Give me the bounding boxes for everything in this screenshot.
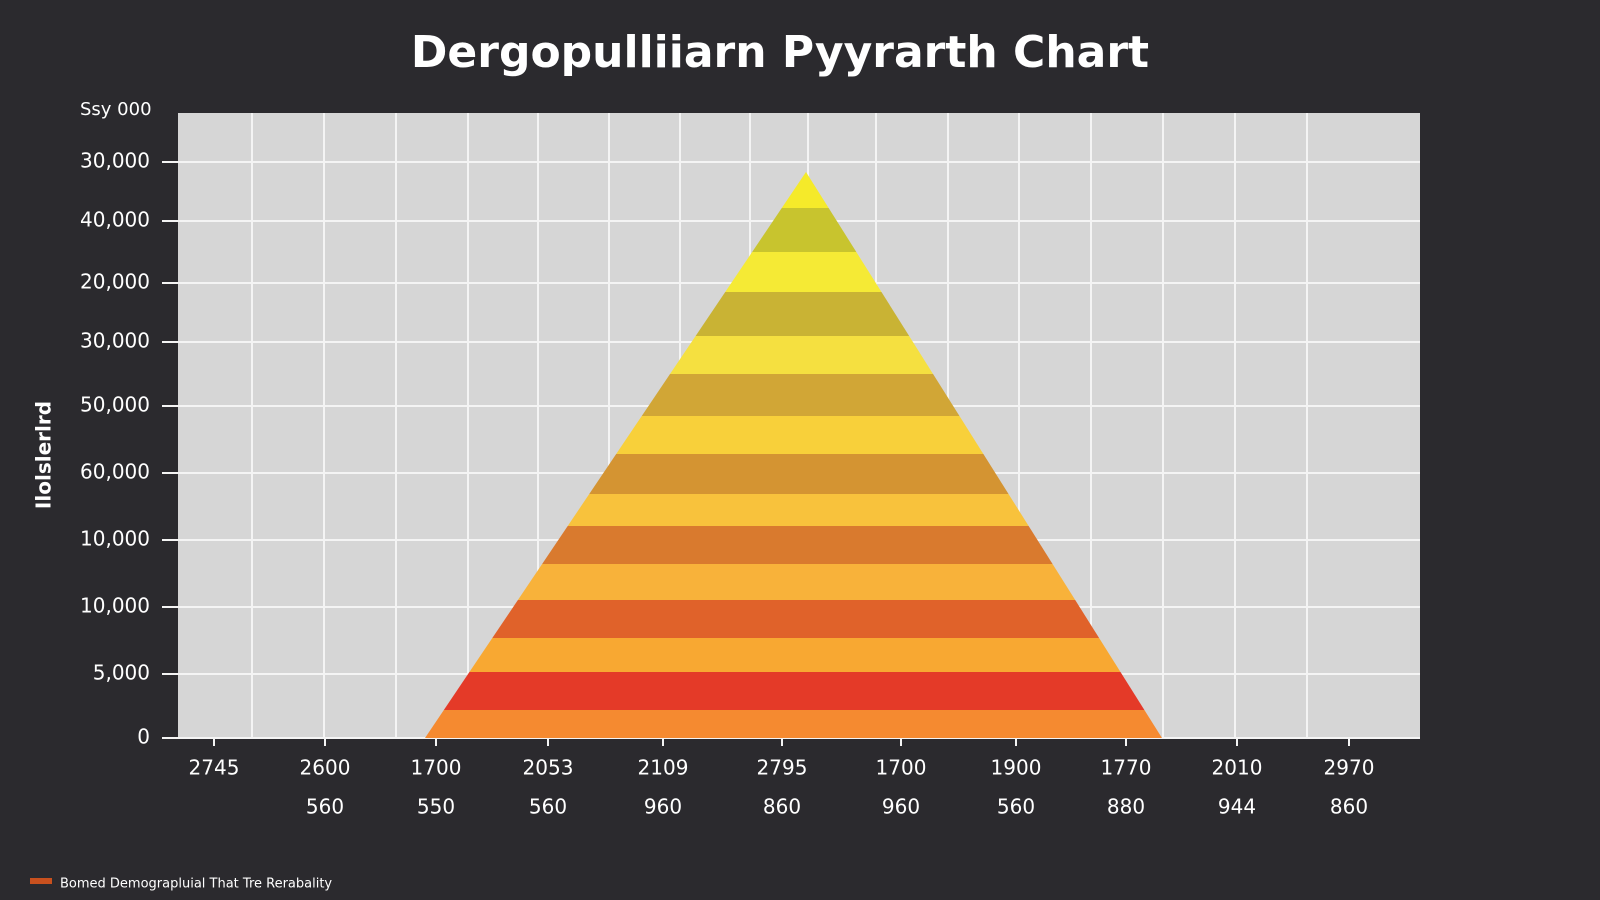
x-tick-label-secondary: 860 [763, 795, 801, 819]
pyramid-band [616, 416, 984, 454]
x-tick-label-secondary: 860 [1330, 795, 1368, 819]
x-tick-label: 1900 [991, 756, 1042, 780]
y-tick-label: 10,000 [80, 594, 150, 618]
pyramid-band [670, 336, 934, 374]
x-tick-label: 2600 [300, 756, 351, 780]
y-tick-label: 30,000 [80, 149, 150, 173]
x-tick-label: 2795 [757, 756, 808, 780]
y-tick-label: 30,000 [80, 329, 150, 353]
x-tick-label-secondary: 960 [644, 795, 682, 819]
y-tick-label: 20,000 [80, 270, 150, 294]
pyramid-band [589, 454, 1009, 494]
pyramid-band [492, 600, 1100, 638]
x-tick-label-secondary: 960 [882, 795, 920, 819]
pyramid-band [567, 494, 1029, 526]
x-tick-label: 1700 [876, 756, 927, 780]
pyramid-band [781, 172, 829, 208]
chart-title: Dergopulliiarn Pyyrarth Chart [411, 27, 1149, 78]
x-tick-label-secondary: 550 [417, 795, 455, 819]
y-tick-label: 0 [137, 725, 150, 749]
x-tick-label-secondary: 560 [997, 795, 1035, 819]
x-tick-label-secondary: 560 [529, 795, 567, 819]
y-tick-label: 60,000 [80, 460, 150, 484]
pyramid-band [725, 252, 882, 292]
x-tick-label: 2970 [1324, 756, 1375, 780]
x-tick-label: 2109 [638, 756, 689, 780]
footer-note: Bomed Demograpluial That Tre Rerabality [60, 877, 332, 892]
pyramid-band [641, 374, 960, 416]
x-tick-label: 1770 [1101, 756, 1152, 780]
x-tick-label-secondary: 944 [1218, 795, 1256, 819]
y-axis-title: Ilolslerlrd [32, 401, 56, 509]
x-tick-label: 2745 [189, 756, 240, 780]
y-tick-label: 40,000 [80, 208, 150, 232]
x-tick-label-secondary: 880 [1107, 795, 1145, 819]
y-top-label: Ssy 000 [80, 99, 152, 120]
pyramid-band [695, 292, 910, 336]
x-tick-label: 1700 [411, 756, 462, 780]
pyramid-band [542, 526, 1053, 564]
pyramid-band [517, 564, 1076, 600]
pyramid-band [752, 208, 857, 252]
x-tick-label: 2010 [1212, 756, 1263, 780]
y-tick-label: 5,000 [93, 661, 150, 685]
x-tick-label-secondary: 560 [306, 795, 344, 819]
y-tick-label: 10,000 [80, 527, 150, 551]
y-tick-label: 50,000 [80, 393, 150, 417]
pyramid-band [443, 672, 1145, 710]
x-tick-label: 2053 [523, 756, 574, 780]
pyramid-band [425, 710, 1162, 738]
footer-swatch [30, 878, 52, 884]
pyramid-band [469, 638, 1121, 672]
